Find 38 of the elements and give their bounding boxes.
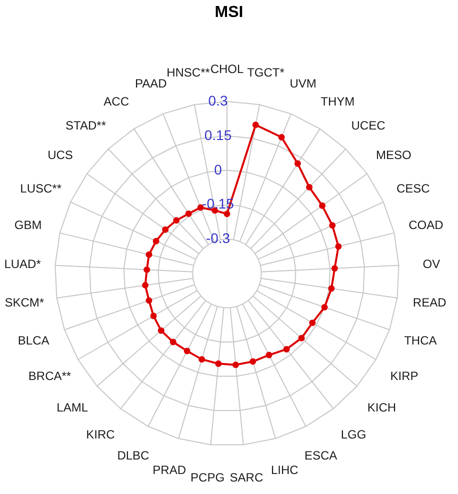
spoke-label: UCEC [351,118,386,132]
spoke-label: BRCA** [28,368,72,383]
spoke-label: ACC [104,94,130,108]
spoke-label: BLCA [18,333,50,348]
spoke-label: LAML [56,400,88,415]
spoke-label: CESC [396,181,430,196]
chart-title: MSI [214,4,244,21]
spoke-label: COAD [408,218,444,232]
spoke-label: READ [412,296,447,310]
spoke-label: KIRC [86,427,116,442]
spoke-label: THCA [404,333,437,348]
spoke-label: SKCM* [4,296,44,310]
spoke-label: KIRP [390,368,418,383]
y-tick-label: 0 [214,161,222,178]
spoke-label: UCS [48,148,73,162]
spoke-label: UVM [290,76,316,90]
spoke-label: HNSC** [166,66,210,80]
spoke-label: CHOL [210,62,244,76]
spoke-label: LGG [340,427,366,442]
spoke-label: KICH [367,400,396,415]
spoke-label: DLBC [117,448,150,462]
spoke-label: OV [422,256,440,271]
spoke-label: THYM [320,94,355,108]
y-tick-label: 0.3 [208,92,228,108]
spoke-label: ESCA [304,448,338,462]
spoke-label: GBM [14,218,42,232]
spoke-label: LUSC** [20,181,62,196]
spoke-label: LIHC [270,462,299,477]
spoke-label: LUAD* [4,256,42,271]
spoke-label: PCPG [190,470,225,484]
y-tick-label: -0.3 [206,230,230,246]
y-tick-label: 0.15 [204,126,232,143]
spoke-label: STAD** [66,118,106,132]
spoke-label: PAAD [135,76,168,90]
spoke-label: SARC [230,470,264,484]
spoke-label: TGCT* [247,66,285,80]
spoke-label: MESO [376,148,412,162]
spoke-label: PRAD [152,462,186,477]
